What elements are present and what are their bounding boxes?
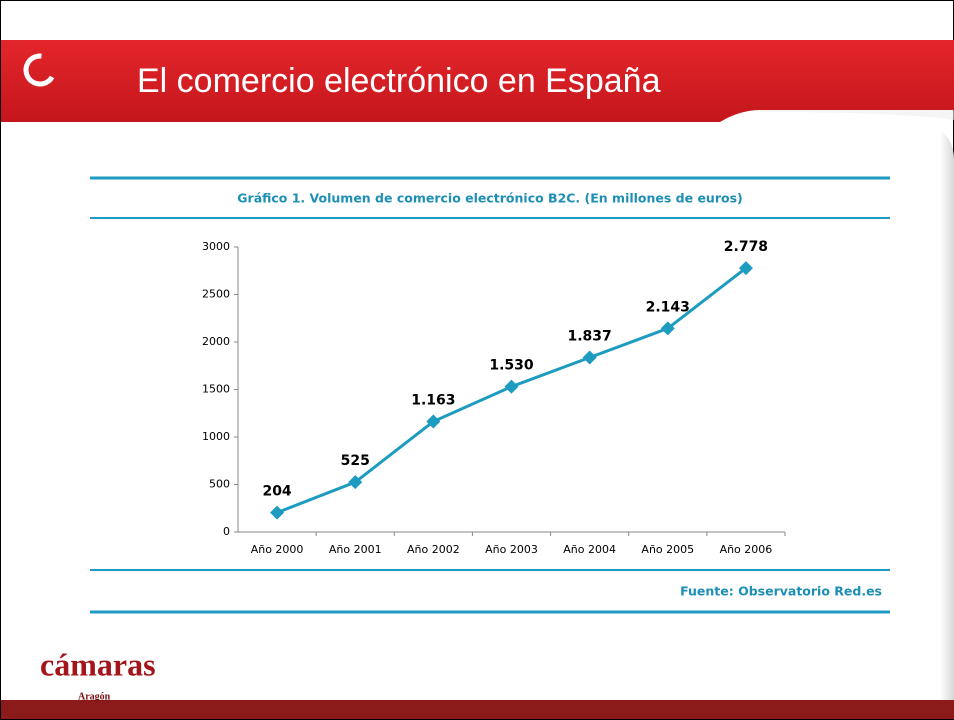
- right-shadow: [940, 130, 954, 700]
- x-tick-label: Año 2004: [563, 543, 616, 556]
- x-tick-label: Año 2000: [251, 543, 304, 556]
- logo-icon: [23, 53, 57, 87]
- data-marker: [504, 379, 519, 394]
- header-curve: [760, 110, 954, 120]
- x-tick-label: Año 2005: [641, 543, 694, 556]
- chart-title: Gráfico 1. Volumen de comercio electróni…: [237, 191, 742, 206]
- header-band: [1, 40, 954, 122]
- data-marker: [348, 475, 363, 490]
- footer-region: Aragón: [78, 691, 111, 702]
- y-tick-label: 2500: [202, 288, 230, 301]
- x-tick-label: Año 2003: [485, 543, 538, 556]
- data-label: 1.530: [489, 358, 534, 374]
- y-tick-label: 2000: [202, 335, 230, 348]
- data-label: 1.837: [567, 328, 611, 344]
- x-tick-label: Año 2006: [720, 543, 773, 556]
- y-tick-label: 1500: [202, 383, 230, 396]
- data-label: 204: [262, 484, 291, 500]
- y-tick-label: 0: [223, 525, 230, 538]
- data-label: 2.143: [646, 299, 690, 315]
- y-tick-label: 500: [209, 478, 230, 491]
- data-label: 525: [341, 453, 370, 469]
- bottom-band: [1, 700, 954, 719]
- data-marker: [270, 505, 285, 520]
- data-marker: [582, 350, 597, 365]
- slide-title: El comercio electrónico en España: [137, 62, 661, 100]
- data-marker: [426, 414, 441, 429]
- data-marker: [660, 321, 675, 336]
- data-label: 2.778: [724, 239, 768, 255]
- y-tick-label: 1000: [202, 430, 230, 443]
- chart-source: Fuente: Observatorio Red.es: [680, 584, 882, 599]
- footer-logo: cámaras: [40, 646, 156, 682]
- data-marker: [738, 261, 753, 276]
- data-label: 1.163: [411, 393, 455, 409]
- y-tick-label: 3000: [202, 240, 230, 253]
- x-tick-label: Año 2002: [407, 543, 460, 556]
- x-tick-label: Año 2001: [329, 543, 382, 556]
